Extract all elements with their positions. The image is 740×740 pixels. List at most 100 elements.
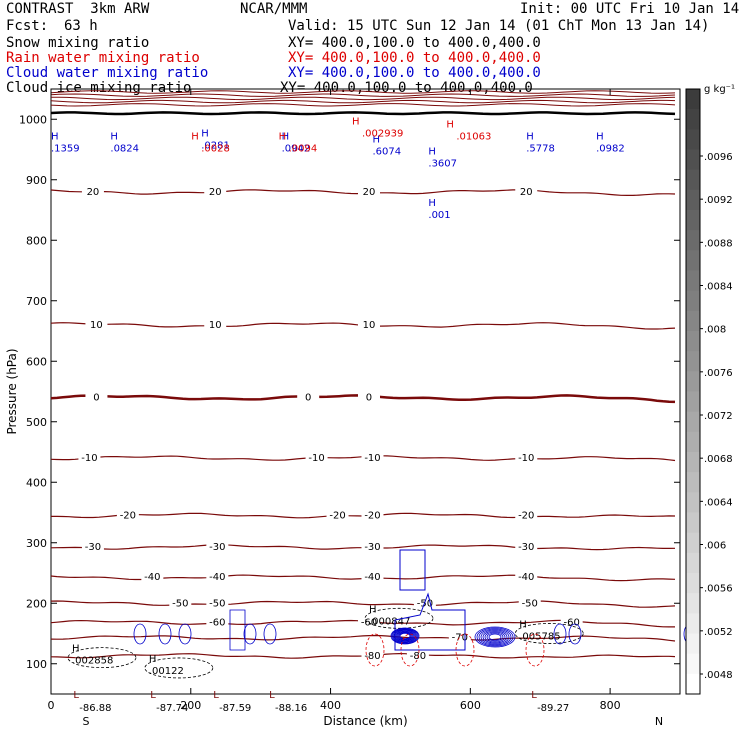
- cloud-water-cell: [243, 623, 257, 645]
- y-tick-label: 500: [26, 416, 47, 429]
- isotherm-label: -70: [452, 633, 468, 644]
- low-value: -88.16: [275, 703, 307, 714]
- cloud-water-contour: [391, 628, 419, 644]
- rain-contour: [455, 633, 475, 667]
- colorbar-swatch: [686, 593, 700, 614]
- isotherm-label-bg: [361, 508, 384, 521]
- cloud-water-max-value: .001: [428, 210, 450, 221]
- cloud-water-max-value: .5778: [526, 143, 555, 154]
- x-endpoint-south: S: [82, 715, 89, 728]
- isotherm-label: -40: [518, 572, 534, 583]
- rain-max-marker: H: [279, 131, 287, 142]
- snow-contour: [144, 657, 214, 679]
- colorbar-swatch: [686, 512, 700, 534]
- colorbar-tick-label: .0064: [704, 497, 733, 508]
- low-value: -87.74: [156, 703, 188, 714]
- y-axis-label: Pressure (hPa): [5, 348, 19, 434]
- colorbar-swatch: [686, 371, 700, 392]
- isotherm-label-bg: [78, 451, 101, 464]
- isotherm-label-bg: [361, 539, 384, 552]
- low-value: -89.27: [537, 703, 569, 714]
- isotherm-label: -30: [364, 542, 380, 553]
- field-name-cloud-water: Cloud water mixing ratio: [6, 65, 209, 81]
- colorbar-tick-label: .0084: [704, 282, 733, 293]
- cloud-water-contour: [394, 592, 466, 651]
- isotherm-label-bg: [297, 390, 320, 403]
- isotherm-label: 20: [209, 187, 222, 198]
- y-tick-label: 800: [26, 234, 47, 247]
- forecast-label: Fcst:: [6, 18, 49, 34]
- low-label-bg: [533, 700, 574, 713]
- cloud-water-contour: [398, 632, 412, 640]
- isotherm-label: -10: [364, 453, 380, 464]
- x-axis-label: Distance (km): [323, 714, 407, 728]
- x-tick-label: 800: [600, 699, 621, 712]
- low-marker: L: [73, 690, 79, 701]
- cloud-water-max-marker: H: [201, 128, 209, 139]
- isotherm-label: -10: [81, 453, 97, 464]
- isotherm-label: -20: [120, 511, 136, 522]
- cloud-water-max-value: .1359: [51, 143, 80, 154]
- isotherm-label: 10: [90, 320, 103, 331]
- isotherm-label-bg: [206, 596, 229, 609]
- isotherm-label-bg: [357, 615, 380, 628]
- cloud-water-contour: [399, 633, 411, 640]
- colorbar-swatch: [686, 452, 700, 473]
- isotherm-label-bg: [515, 570, 538, 583]
- cloud-water-contour: [488, 633, 502, 641]
- colorbar-tick-label: .0076: [704, 368, 733, 379]
- colorbar-swatch: [686, 552, 700, 574]
- cloud-water-max-value: .0824: [110, 143, 139, 154]
- cloud-water-contour: [474, 626, 516, 648]
- isotherm-label: -40: [209, 572, 225, 583]
- terrain-line: [50, 111, 676, 116]
- cloud-water-max-value: .0982: [596, 143, 625, 154]
- cloud-water-contour: [486, 632, 504, 642]
- rain-max-value: .0094: [289, 143, 318, 154]
- isotherm-label-bg: [206, 615, 229, 628]
- isotherm-label-bg: [361, 451, 384, 464]
- colorbar-swatch: [686, 492, 700, 513]
- snow-contour: [364, 607, 434, 629]
- tropopause-line: [51, 96, 676, 101]
- snow-max-value: .002858: [72, 656, 113, 667]
- cloud-water-contour: [476, 627, 514, 647]
- isotherm-label: 10: [209, 320, 222, 331]
- organization: NCAR/MMM: [240, 1, 308, 17]
- low-marker: L: [150, 690, 156, 701]
- colorbar-tick-label: .0056: [704, 584, 733, 595]
- colorbar-swatch: [686, 169, 700, 191]
- tropopause-line: [50, 93, 676, 97]
- isotherm-label-bg: [206, 539, 229, 552]
- isotherm-label: -10: [518, 453, 534, 464]
- snow-max-value: .00122: [149, 666, 184, 677]
- colorbar-swatch: [686, 189, 700, 211]
- snow-max-marker: H: [149, 654, 157, 665]
- colorbar-tick-label: .006: [704, 541, 726, 552]
- cloud-water-max-marker: H: [372, 134, 380, 145]
- isotherm-label: -30: [209, 542, 225, 553]
- rain-max-marker: H: [446, 119, 454, 130]
- cloud-water-contour: [393, 629, 417, 643]
- isotherm-label-bg: [206, 570, 229, 583]
- cloud-water-contour: [484, 631, 506, 643]
- cloud-water-contour: [478, 628, 512, 646]
- y-tick-label: 900: [26, 174, 47, 187]
- low-label-bg: [215, 700, 256, 713]
- model-title: CONTRAST 3km ARW: [6, 1, 150, 17]
- colorbar: g kg⁻¹ .0096 .0092 .0088 .0084 .008 .0076 .0072…: [685, 84, 735, 695]
- snow-contour: [514, 623, 584, 644]
- colorbar-swatch: [686, 411, 700, 433]
- temperature-contours: -80 -80-70-60 -60 -60-50 -50 -50 -50-40 -40 -40-…: [50, 90, 676, 714]
- cloud-water-max-marker: H: [428, 147, 436, 158]
- isotherm-label: -60: [209, 618, 225, 629]
- snow-contour: [67, 647, 137, 669]
- x-tick-label: 200: [180, 699, 201, 712]
- x-tick-label: 0: [48, 699, 55, 712]
- rain-max-marker: H: [352, 116, 360, 127]
- colorbar-swatch: [686, 270, 700, 292]
- cloud-water-contour: [397, 631, 413, 641]
- colorbar-tick-label: .0052: [704, 627, 733, 638]
- colorbar-swatch: [686, 109, 700, 130]
